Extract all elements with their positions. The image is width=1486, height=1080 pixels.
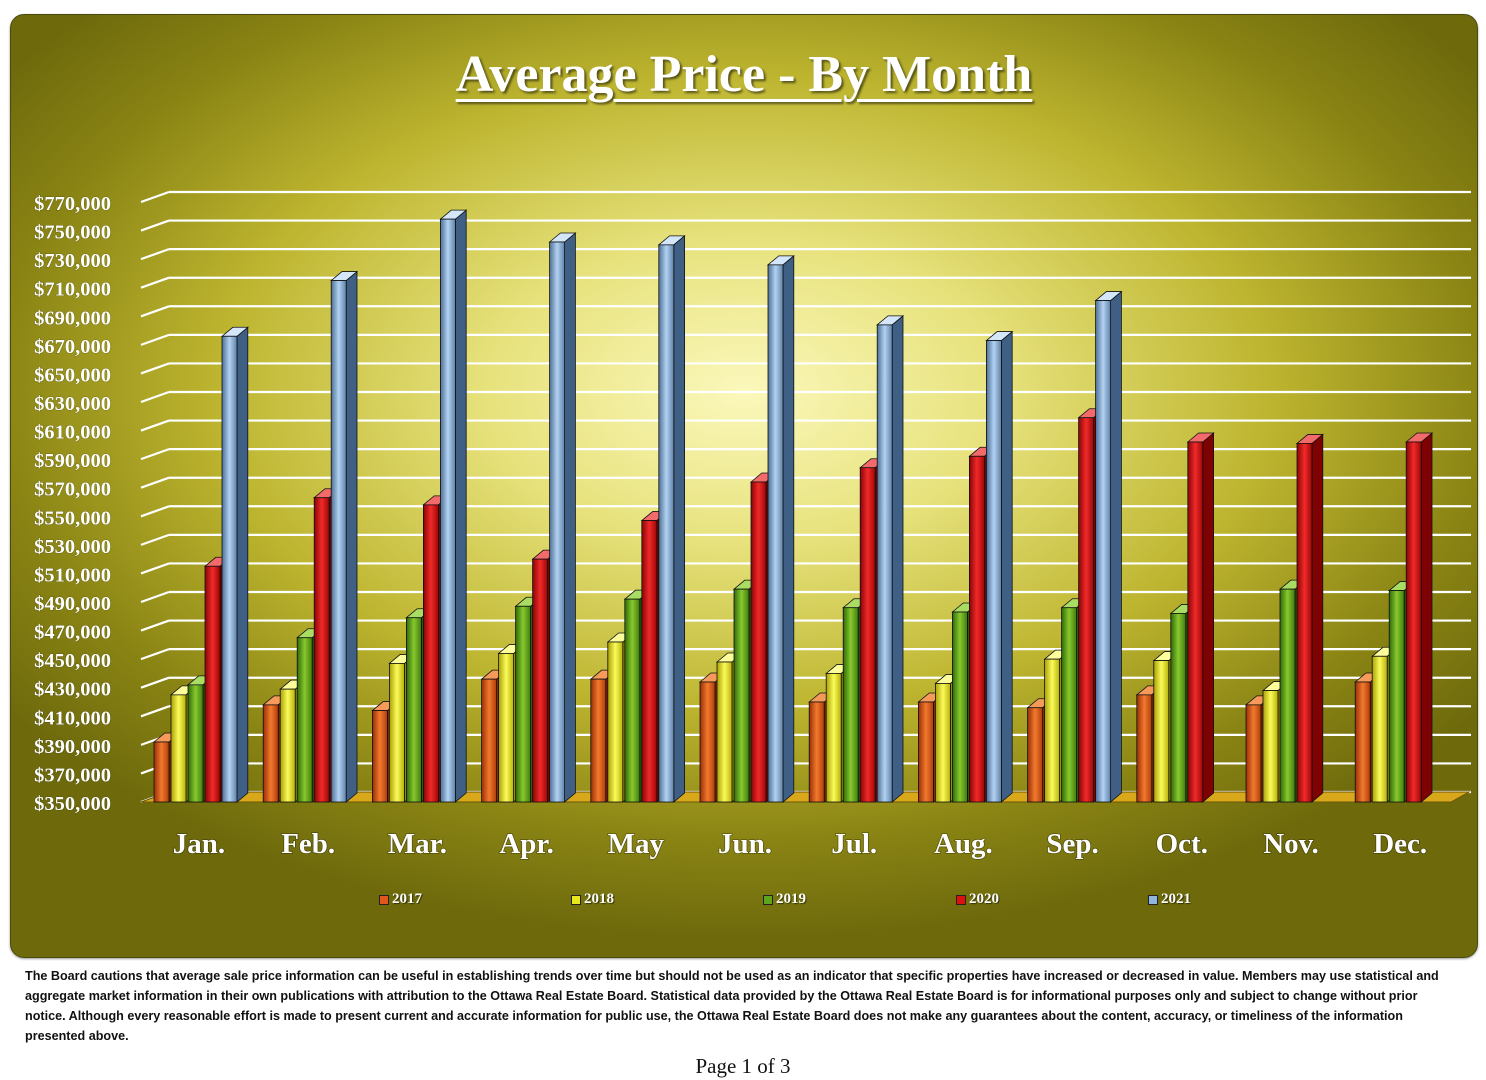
y-tick-label: $450,000	[34, 650, 111, 672]
page-number: Page 1 of 3	[695, 1054, 791, 1078]
disclaimer-text: The Board cautions that average sale pri…	[25, 969, 1439, 1043]
y-tick-label: $590,000	[34, 450, 111, 472]
legend-item-2020: 2020	[956, 891, 999, 908]
gridline-connector	[140, 562, 170, 575]
gridline-connector	[140, 419, 170, 432]
y-tick-label: $690,000	[34, 307, 111, 329]
x-tick-label: Nov.	[1263, 828, 1319, 860]
legend-label: 2021	[1161, 891, 1191, 907]
legend-swatch	[379, 894, 389, 905]
legend-label: 2018	[584, 891, 614, 907]
legend-swatch	[956, 894, 966, 905]
y-tick-label: $630,000	[34, 393, 111, 415]
y-tick-label: $750,000	[34, 222, 111, 244]
bar-2021-feb	[330, 270, 359, 803]
gridline-connector	[140, 676, 170, 689]
y-tick-label: $610,000	[34, 422, 111, 444]
bar-2020-dec	[1405, 432, 1434, 803]
x-tick-label: Jan.	[173, 828, 225, 860]
gridline-connector	[140, 219, 170, 232]
gridline-connector	[140, 248, 170, 261]
bar-2021-jun	[766, 255, 795, 803]
gridline-connector	[140, 705, 170, 718]
gridline-connector	[140, 476, 170, 489]
chart-panel: $350,000 $370,000 $390,000 $410,000 $430,000…	[10, 14, 1478, 958]
y-tick-label: $370,000	[34, 764, 111, 786]
y-tick-label: $570,000	[34, 479, 111, 501]
y-tick-label: $350,000	[34, 793, 111, 815]
chart-title: Average Price - By Month	[455, 46, 1033, 103]
x-tick-label: Jun.	[718, 828, 772, 860]
bar-2021-may	[657, 235, 686, 803]
y-tick-label: $510,000	[34, 564, 111, 586]
y-tick-label: $550,000	[34, 507, 111, 529]
gridline-connector	[140, 190, 170, 204]
x-tick-label: Apr.	[499, 828, 554, 860]
y-tick-label: $650,000	[34, 364, 111, 386]
gridline-connector	[140, 590, 170, 604]
x-tick-label: May	[608, 828, 665, 860]
y-axis-ticks: $350,000 $370,000 $390,000 $410,000 $430,000…	[34, 193, 112, 816]
bar-2021-apr	[548, 232, 577, 803]
bar-2021-mar	[439, 209, 468, 803]
legend-item-2019: 2019	[763, 891, 806, 908]
gridline-connector	[140, 362, 170, 375]
y-tick-label: $470,000	[34, 622, 111, 644]
legend-swatch	[1148, 894, 1158, 905]
legend: 2017 2018 2019 2020 2021	[11, 891, 1477, 911]
legend-swatch	[571, 894, 581, 905]
x-tick-label: Jul.	[831, 828, 877, 860]
gridline-connector	[140, 390, 170, 404]
legend-label: 2020	[969, 891, 999, 907]
x-tick-label: Aug.	[934, 828, 993, 860]
gridline-connector	[140, 448, 170, 461]
gridline-connector	[140, 533, 170, 546]
bar-2020-oct	[1186, 432, 1215, 803]
y-tick-label: $410,000	[34, 707, 111, 729]
gridline-connector	[140, 619, 170, 632]
y-tick-label: $670,000	[34, 336, 111, 358]
bar-2021-sep	[1094, 290, 1123, 803]
legend-item-2017: 2017	[379, 891, 422, 908]
x-tick-label: Dec.	[1373, 828, 1427, 860]
bar-2021-jan	[220, 326, 249, 803]
bar-2020-nov	[1295, 433, 1324, 803]
gridlines	[140, 190, 1471, 804]
bar-2021-jul	[876, 315, 905, 803]
y-tick-label: $770,000	[34, 193, 111, 215]
gridline-connector	[140, 505, 170, 518]
bars	[152, 209, 1434, 803]
gridline-connector	[140, 648, 170, 661]
x-tick-label: Sep.	[1046, 828, 1098, 860]
y-tick-label: $530,000	[34, 536, 111, 558]
x-tick-label: Feb.	[281, 828, 335, 860]
legend-item-2018: 2018	[571, 891, 614, 908]
y-tick-label: $430,000	[34, 679, 111, 701]
legend-swatch	[763, 894, 773, 905]
legend-label: 2017	[392, 891, 422, 907]
legend-item-2021: 2021	[1148, 891, 1191, 908]
legend-label: 2019	[776, 891, 806, 907]
gridline-connector	[140, 333, 170, 346]
x-tick-label: Oct.	[1156, 828, 1208, 860]
bar-2021-aug	[985, 330, 1014, 803]
chart-canvas: $350,000 $370,000 $390,000 $410,000 $430,000…	[34, 190, 1471, 861]
y-tick-label: $490,000	[34, 593, 111, 615]
gridline-connector	[140, 276, 170, 289]
x-tick-label: Mar.	[388, 828, 447, 860]
y-tick-label: $730,000	[34, 250, 111, 272]
y-tick-label: $390,000	[34, 736, 111, 758]
y-tick-label: $710,000	[34, 279, 111, 301]
gridline-connector	[140, 305, 170, 318]
x-axis-ticks: Jan. Feb. Mar. Apr. May Jun. Jul. Aug. Sep. Oct. N…	[172, 827, 1428, 861]
